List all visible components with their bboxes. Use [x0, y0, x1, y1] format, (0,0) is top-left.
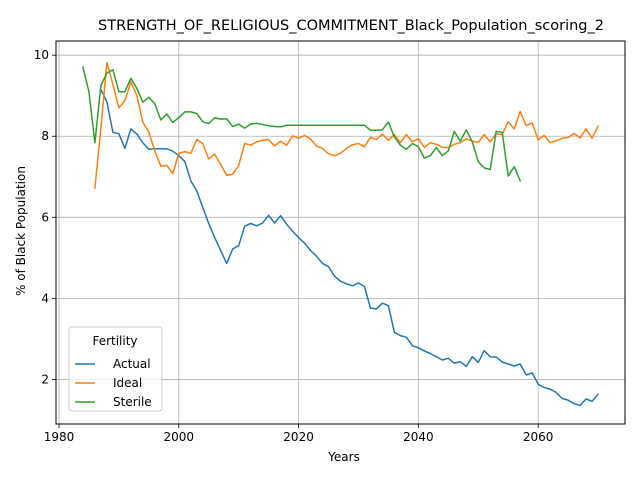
- y-tick-label: 4: [41, 291, 49, 305]
- x-tick-label: 1980: [44, 430, 75, 444]
- series-line-sterile: [82, 66, 522, 182]
- plot-area: 1980 2000 2020 2040 2060 2 4 6 8 10: [34, 40, 626, 444]
- legend-entries: Actual Ideal Sterile: [75, 357, 152, 409]
- chart-title: STRENGTH_OF_RELIGIOUS_COMMITMENT_Black_P…: [98, 18, 604, 34]
- legend-label-actual: Actual: [113, 357, 151, 371]
- x-tick-label: 2040: [403, 430, 434, 444]
- y-tick-label: 6: [41, 210, 49, 224]
- legend: Fertility Actual Ideal Sterile: [68, 326, 163, 412]
- plot-frame: [55, 40, 626, 425]
- series-line-ideal: [94, 61, 600, 189]
- ticks-layer: 1980 2000 2020 2040 2060 2 4 6 8 10: [34, 48, 554, 444]
- x-tick-label: 2020: [283, 430, 314, 444]
- y-tick-label: 2: [41, 372, 49, 386]
- y-tick-label: 10: [34, 48, 49, 62]
- x-tick-label: 2060: [523, 430, 554, 444]
- x-axis-label: Years: [327, 450, 360, 464]
- legend-label-ideal: Ideal: [113, 376, 142, 390]
- x-tick-label: 2000: [164, 430, 195, 444]
- y-tick-label: 8: [41, 129, 49, 143]
- legend-label-sterile: Sterile: [113, 395, 152, 409]
- series-line-actual: [99, 88, 600, 407]
- series-layer: [82, 61, 600, 407]
- legend-box: [68, 326, 163, 412]
- legend-title: Fertility: [92, 334, 137, 348]
- y-axis-label: % of Black Population: [14, 166, 28, 296]
